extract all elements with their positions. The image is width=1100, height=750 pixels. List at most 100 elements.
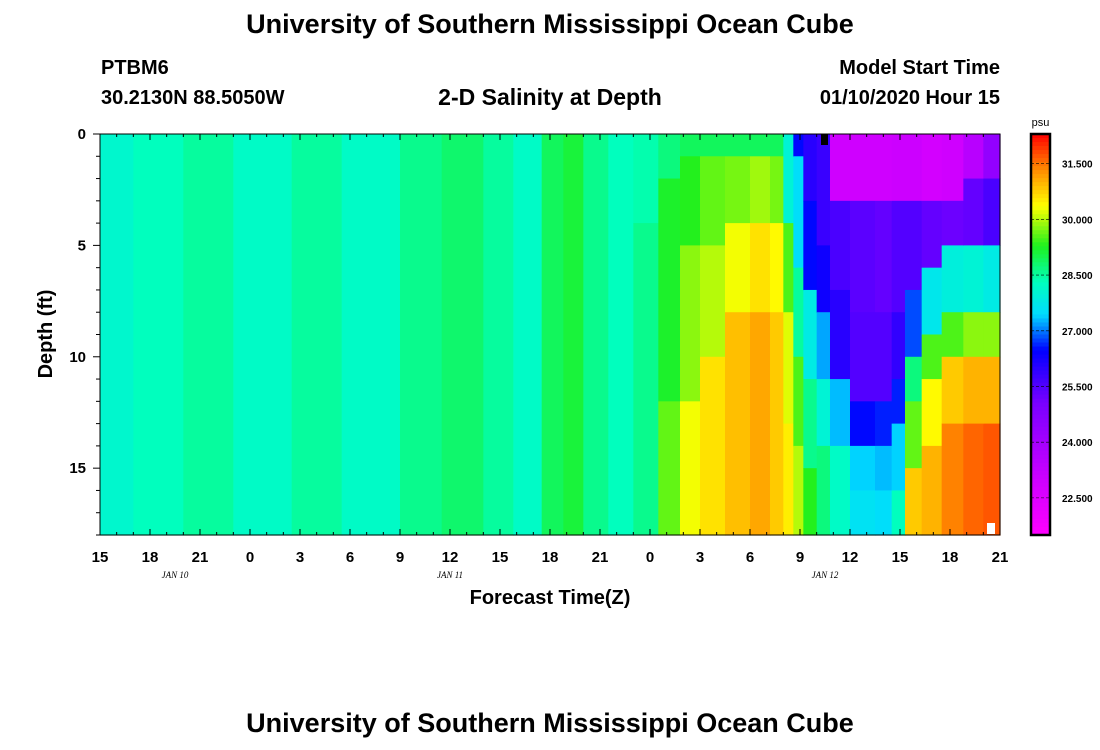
heatmap-cell xyxy=(658,134,681,180)
colorbar-segment xyxy=(1031,166,1050,171)
colorbar-tick-label: 30.000 xyxy=(1062,215,1093,226)
heatmap-cell xyxy=(921,334,943,380)
heatmap-cell xyxy=(905,468,923,536)
heatmap-cell xyxy=(963,178,984,246)
heatmap-cell xyxy=(830,134,851,202)
heatmap-cell xyxy=(905,200,923,291)
colorbar-segment xyxy=(1031,282,1050,287)
page-title: University of Southern Mississippi Ocean… xyxy=(246,9,854,39)
colorbar-segment xyxy=(1031,318,1050,324)
heatmap-cell xyxy=(850,200,876,313)
heatmap-cell xyxy=(783,312,794,425)
heatmap-cell xyxy=(983,245,1001,313)
colorbar-segment xyxy=(1031,378,1050,384)
colorbar-tick-label: 22.500 xyxy=(1062,494,1093,505)
heatmap-cell xyxy=(830,379,851,447)
heatmap-cell xyxy=(905,401,923,469)
x-tick-label: 9 xyxy=(396,549,404,566)
colorbar-segment xyxy=(1031,162,1050,167)
heatmap-cells xyxy=(100,134,1001,536)
heatmap-cell xyxy=(803,379,818,469)
heatmap-cell xyxy=(983,178,1001,246)
x-tick-label: 0 xyxy=(246,549,254,566)
heatmap-cell xyxy=(725,312,751,536)
model-start-label: Model Start Time xyxy=(839,57,1000,79)
heatmap-cell xyxy=(905,356,923,402)
colorbar-segment xyxy=(1031,354,1050,360)
colorbar-segment xyxy=(1031,142,1050,147)
colorbar-segment xyxy=(1031,182,1050,187)
heatmap-cell xyxy=(850,490,876,536)
colorbar-segment xyxy=(1031,482,1050,488)
colorbar-segment xyxy=(1031,422,1050,428)
heatmap-cell xyxy=(233,134,293,536)
colorbar-segment xyxy=(1031,218,1050,223)
colorbar-segment xyxy=(1031,334,1050,340)
heatmap-cell xyxy=(783,223,794,313)
colorbar-segment xyxy=(1031,310,1050,316)
x-tick-label: 0 xyxy=(646,549,654,566)
colorbar-segment xyxy=(1031,214,1050,219)
colorbar-segment xyxy=(1031,198,1050,203)
heatmap-cell xyxy=(891,379,906,425)
colorbar-segment xyxy=(1031,454,1050,460)
heatmap-cell xyxy=(983,134,1001,180)
date-label: JAN 12 xyxy=(812,570,839,580)
x-tick-label: 18 xyxy=(142,549,159,566)
colorbar-segment xyxy=(1031,178,1050,183)
heatmap-cell xyxy=(750,223,771,313)
colorbar-segment xyxy=(1031,338,1050,344)
colorbar-segment xyxy=(1031,486,1050,492)
colorbar-segment xyxy=(1031,234,1050,239)
heatmap-cell xyxy=(633,223,659,536)
colorbar-segment xyxy=(1031,294,1050,300)
heatmap-cell xyxy=(803,468,818,536)
heatmap-cell xyxy=(850,445,876,492)
heatmap-cell xyxy=(750,312,771,536)
x-tick-label: 18 xyxy=(942,549,959,566)
colorbar-segment xyxy=(1031,346,1050,352)
x-tick-label: 21 xyxy=(592,549,609,566)
colorbar-segment xyxy=(1031,446,1050,452)
colorbar-segment xyxy=(1031,254,1050,259)
heatmap-cell xyxy=(830,200,851,291)
heatmap-cell xyxy=(921,200,943,269)
heatmap-cell xyxy=(921,379,943,447)
y-tick-label: 0 xyxy=(78,126,86,143)
heatmap-cell xyxy=(875,200,893,313)
heatmap-cell xyxy=(483,134,514,536)
heatmap-cell xyxy=(700,356,726,536)
heatmap-cell xyxy=(830,289,851,380)
colorbar-tick-label: 28.500 xyxy=(1062,271,1093,282)
heatmap-cell xyxy=(941,356,964,425)
date-label: JAN 11 xyxy=(437,570,463,580)
heatmap-cell xyxy=(680,156,701,246)
heatmap-cell xyxy=(983,356,1001,425)
heatmap-cell xyxy=(133,134,184,536)
colorbar-segment xyxy=(1031,330,1050,336)
heatmap-cell xyxy=(400,134,443,536)
station-id: PTBM6 xyxy=(101,57,169,79)
heatmap-cell xyxy=(816,379,831,447)
heatmap-cell xyxy=(983,312,1001,358)
colorbar-segment xyxy=(1031,238,1050,243)
heatmap-cell xyxy=(770,134,784,157)
colorbar-segment xyxy=(1031,362,1050,368)
colorbar-segment xyxy=(1031,146,1050,151)
colorbar-segment xyxy=(1031,434,1050,440)
colorbar-segment xyxy=(1031,242,1050,247)
colorbar-segment xyxy=(1031,158,1050,163)
colorbar-segment xyxy=(1031,466,1050,472)
heatmap-cell xyxy=(941,134,964,202)
heatmap-cell xyxy=(770,223,784,313)
heatmap-cell xyxy=(941,200,964,246)
heatmap-cell xyxy=(513,134,543,536)
x-tick-label: 15 xyxy=(492,549,509,566)
colorbar-unit: psu xyxy=(1032,117,1050,129)
heatmap-cell xyxy=(875,401,893,447)
heatmap-cell xyxy=(750,156,771,224)
heatmap-cell xyxy=(891,200,906,313)
colorbar-segment xyxy=(1031,266,1050,271)
heatmap-cell xyxy=(750,134,771,157)
colorbar-segment xyxy=(1031,322,1050,328)
